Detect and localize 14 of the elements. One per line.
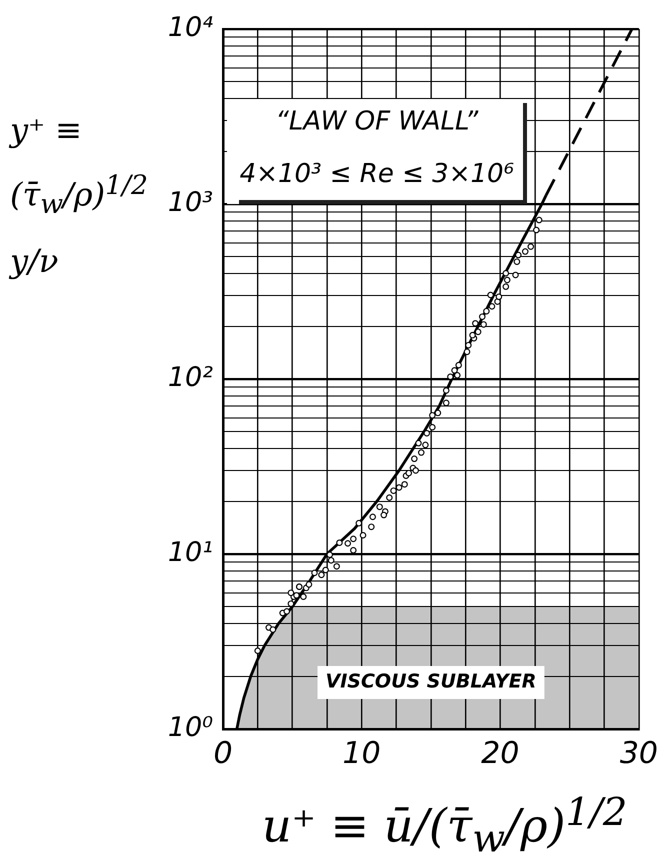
y-tick-label: 10⁴ (168, 12, 214, 44)
x-tick-label: 10 (342, 736, 381, 771)
y-tick-label: 10³ (168, 187, 213, 218)
text: y⁺ ≡ (τ̄$_{w}$/ρ)$^{1/2}$ y/ν (10, 111, 148, 280)
y-tick-label: 10² (168, 362, 214, 394)
y-tick-label: 10¹ (168, 537, 213, 568)
annotation: “LAW OF WALL” (275, 106, 479, 136)
x-axis-title: u⁺ ≡ ū/(τ̄$_{w}$/ρ)$^{1/2}$ (262, 790, 628, 862)
x-tick-label: 20 (481, 736, 520, 771)
band-label: VISCOUS SUBLAYER (326, 670, 536, 692)
y-tick-label: 10⁰ (168, 712, 214, 744)
x-tick-label: 0 (213, 736, 233, 771)
annotation: 4×10³ ≤ Re ≤ 3×10⁶ (240, 158, 514, 189)
x-tick-label: 30 (620, 736, 658, 771)
